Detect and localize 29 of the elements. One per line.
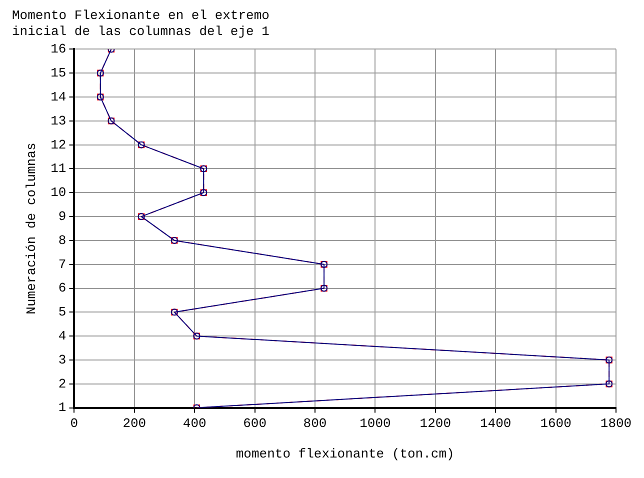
chart-title: Momento Flexionante en el extremo inicial de las columnas del eje 1 xyxy=(12,8,270,39)
y-tick-label: 5 xyxy=(58,304,66,320)
y-tick-label: 10 xyxy=(50,185,66,200)
y-tick-label: 7 xyxy=(58,256,66,272)
y-tick-label: 14 xyxy=(50,89,66,104)
x-tick-label: 1400 xyxy=(480,416,512,432)
x-tick-label: 1200 xyxy=(420,416,452,432)
y-tick-label: 13 xyxy=(50,113,66,128)
y-tick-label: 1 xyxy=(58,400,66,416)
y-tick-label: 8 xyxy=(58,232,66,248)
y-axis-title: Numeración de columnas xyxy=(24,142,40,314)
x-tick-label: 1800 xyxy=(600,416,632,432)
y-tick-label: 11 xyxy=(50,161,66,176)
y-tick-label: 3 xyxy=(58,352,66,368)
y-tick-label: 9 xyxy=(58,208,66,224)
y-tick-label: 16 xyxy=(50,42,66,57)
x-tick-label: 0 xyxy=(70,416,78,432)
x-axis-title: momento flexionante (ton.cm) xyxy=(236,446,454,462)
x-tick-label: 200 xyxy=(122,416,146,432)
y-tick-label: 4 xyxy=(58,328,66,344)
x-tick-label: 800 xyxy=(303,416,327,432)
y-tick-label: 2 xyxy=(58,376,66,392)
x-tick-label: 600 xyxy=(243,416,267,432)
x-tick-label: 1000 xyxy=(360,416,391,432)
x-tick-label: 400 xyxy=(182,416,206,432)
y-tick-label: 15 xyxy=(50,66,66,81)
y-tick-label: 6 xyxy=(58,280,66,296)
y-tick-label: 12 xyxy=(50,137,66,152)
x-tick-label: 1600 xyxy=(540,416,572,432)
